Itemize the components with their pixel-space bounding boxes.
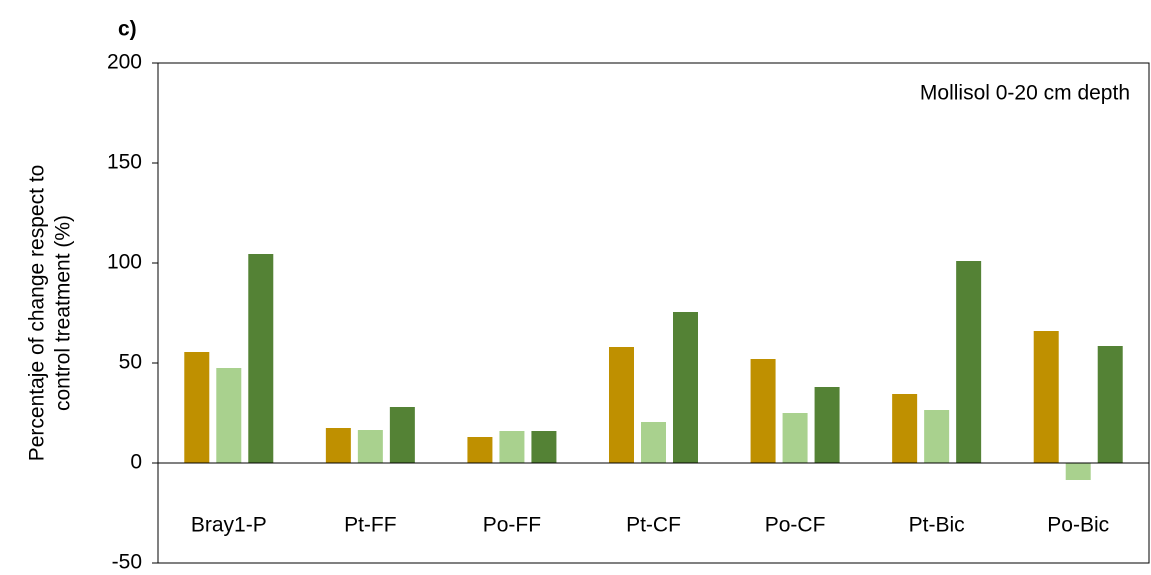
bar (389, 407, 415, 463)
y-tick-label: 200 (107, 51, 142, 74)
y-axis-label: Percentaje of change respect to (26, 165, 49, 462)
bar (531, 431, 557, 463)
y-tick-label: -50 (112, 551, 142, 574)
y-tick-label: 50 (119, 351, 142, 374)
bar (750, 359, 776, 463)
bar (814, 387, 840, 463)
bar (924, 410, 950, 463)
bar (1097, 346, 1123, 463)
bar (1065, 463, 1091, 480)
y-tick-label: 100 (107, 251, 142, 274)
bar (499, 431, 525, 463)
bar (641, 422, 666, 463)
bar (467, 437, 493, 463)
annotation: Mollisol 0-20 cm depth (920, 82, 1130, 105)
x-tick-label: Po-CF (765, 514, 826, 537)
x-tick-label: Pt-FF (344, 514, 397, 537)
bar (1033, 331, 1059, 463)
x-tick-label: Pt-Bic (909, 514, 965, 537)
y-axis-label: control treatment (%) (52, 215, 75, 411)
y-tick-label: 0 (130, 451, 142, 474)
bar (357, 430, 383, 463)
bar (609, 347, 634, 463)
bar (216, 368, 242, 463)
x-tick-label: Po-FF (483, 514, 541, 537)
x-tick-label: Bray1-P (191, 514, 267, 537)
bar (782, 413, 808, 463)
y-tick-label: 150 (107, 151, 142, 174)
bar (248, 254, 274, 463)
chart-title: c) (118, 18, 137, 41)
x-tick-label: Pt-CF (626, 514, 681, 537)
bar (325, 428, 351, 463)
plot-frame (157, 62, 1150, 564)
bar (184, 352, 210, 463)
bar (673, 312, 698, 463)
x-tick-label: Po-Bic (1047, 514, 1109, 537)
bar (956, 261, 982, 463)
bar (892, 394, 918, 463)
